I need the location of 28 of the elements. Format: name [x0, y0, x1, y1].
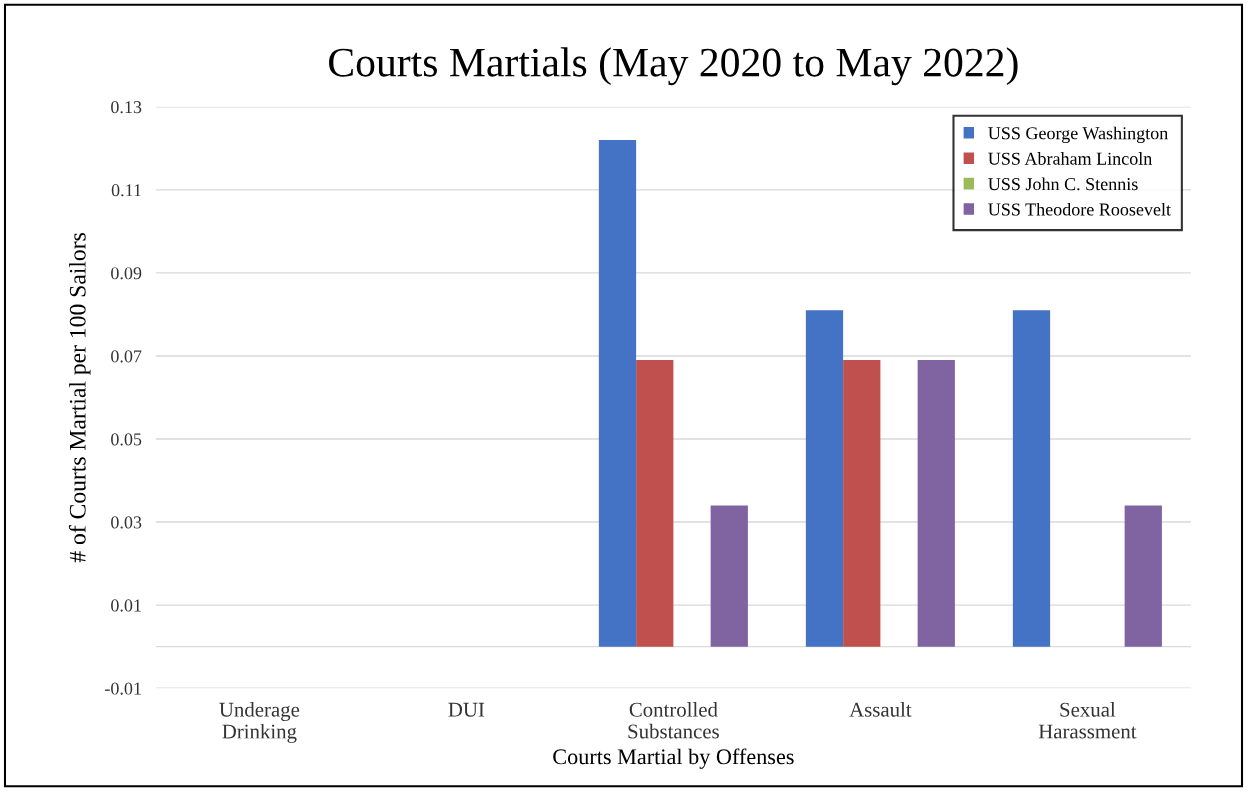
bar	[843, 360, 881, 647]
y-axis-title: # of Courts Martial per 100 Sailors	[68, 233, 91, 563]
y-tick-label: -0.01	[105, 682, 141, 695]
x-axis-title: Courts Martial by Offenses	[553, 748, 794, 769]
x-tick-label: DUI	[448, 702, 485, 717]
bar	[1124, 505, 1162, 647]
y-tick-label: 0.09	[111, 267, 142, 280]
legend-label: USS George Washington	[988, 126, 1168, 144]
x-tick-label: Sexual Harassment	[1038, 702, 1137, 739]
x-tick-label: Controlled Substances	[628, 702, 719, 739]
y-tick-label: 0.01	[111, 599, 141, 612]
bar	[805, 310, 844, 647]
x-tick-label: Assault	[849, 702, 912, 717]
y-tick-label: 0.13	[111, 101, 142, 114]
y-tick-label: 0.07	[111, 350, 142, 363]
legend-label: USS Abraham Lincoln	[988, 152, 1153, 165]
y-tick-label: 0.11	[111, 184, 141, 197]
legend-label: USS John C. Stennis	[988, 177, 1138, 191]
bar	[917, 360, 955, 647]
bar	[710, 505, 748, 647]
bar	[636, 360, 674, 647]
legend-label: USS Theodore Roosevelt	[988, 202, 1171, 216]
chart-title: Courts Martials (May 2020 to May 2022)	[329, 47, 1018, 86]
bar	[598, 140, 637, 647]
y-tick-label: 0.03	[111, 516, 142, 529]
x-tick-label: Underage Drinking	[219, 702, 300, 743]
bar	[1012, 310, 1051, 647]
y-tick-label: 0.05	[111, 433, 142, 446]
